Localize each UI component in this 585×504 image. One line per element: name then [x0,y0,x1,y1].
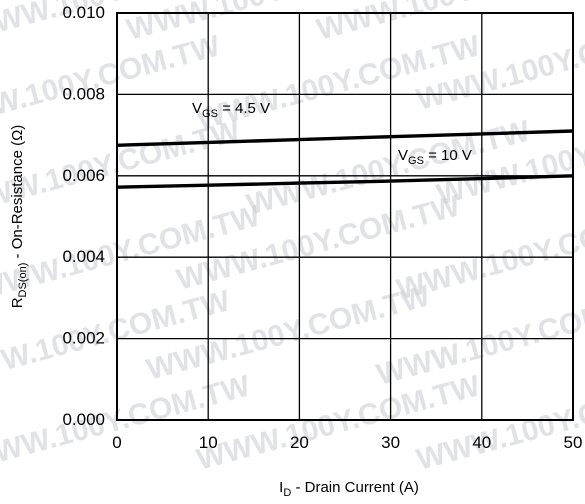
watermark-layer: WWW.100Y.COM.TWWWW.100Y.COM.TWWWW.100Y.C… [0,0,585,477]
x-tick-labels: 0 10 20 30 40 50 [112,433,582,452]
y-tick-label: 0.006 [62,166,105,185]
y-tick-label: 0.002 [62,329,105,348]
series-layer [116,129,574,189]
series-label-1: VGS = 4.5 V [192,100,270,120]
x-tick-label: 40 [472,433,491,452]
x-tick-label: 30 [381,433,400,452]
y-tick-label: 0.010 [62,3,105,22]
y-axis-label: RDS(on) - On-Resistance (Ω) [9,125,29,309]
x-tick-label: 10 [199,433,218,452]
x-axis-label: ID - Drain Current (A) [279,479,419,499]
y-tick-label: 0.004 [62,247,105,266]
y-tick-labels: 0.000 0.002 0.004 0.006 0.008 0.010 [62,3,105,429]
x-tick-label: 50 [564,433,583,452]
series-line-2 [116,174,574,189]
plot-frame [116,12,574,421]
y-tick-label: 0.000 [62,410,105,429]
x-tick-label: 0 [112,433,121,452]
y-tick-label: 0.008 [62,84,105,103]
series-label-2: VGS = 10 V [398,147,472,167]
series-line-1 [116,129,574,147]
watermark-text: WWW.100Y.COM.TW [0,29,224,137]
grid-lines [117,13,573,420]
series-annotations: VGS = 4.5 V VGS = 10 V [192,100,472,167]
x-tick-label: 20 [290,433,309,452]
